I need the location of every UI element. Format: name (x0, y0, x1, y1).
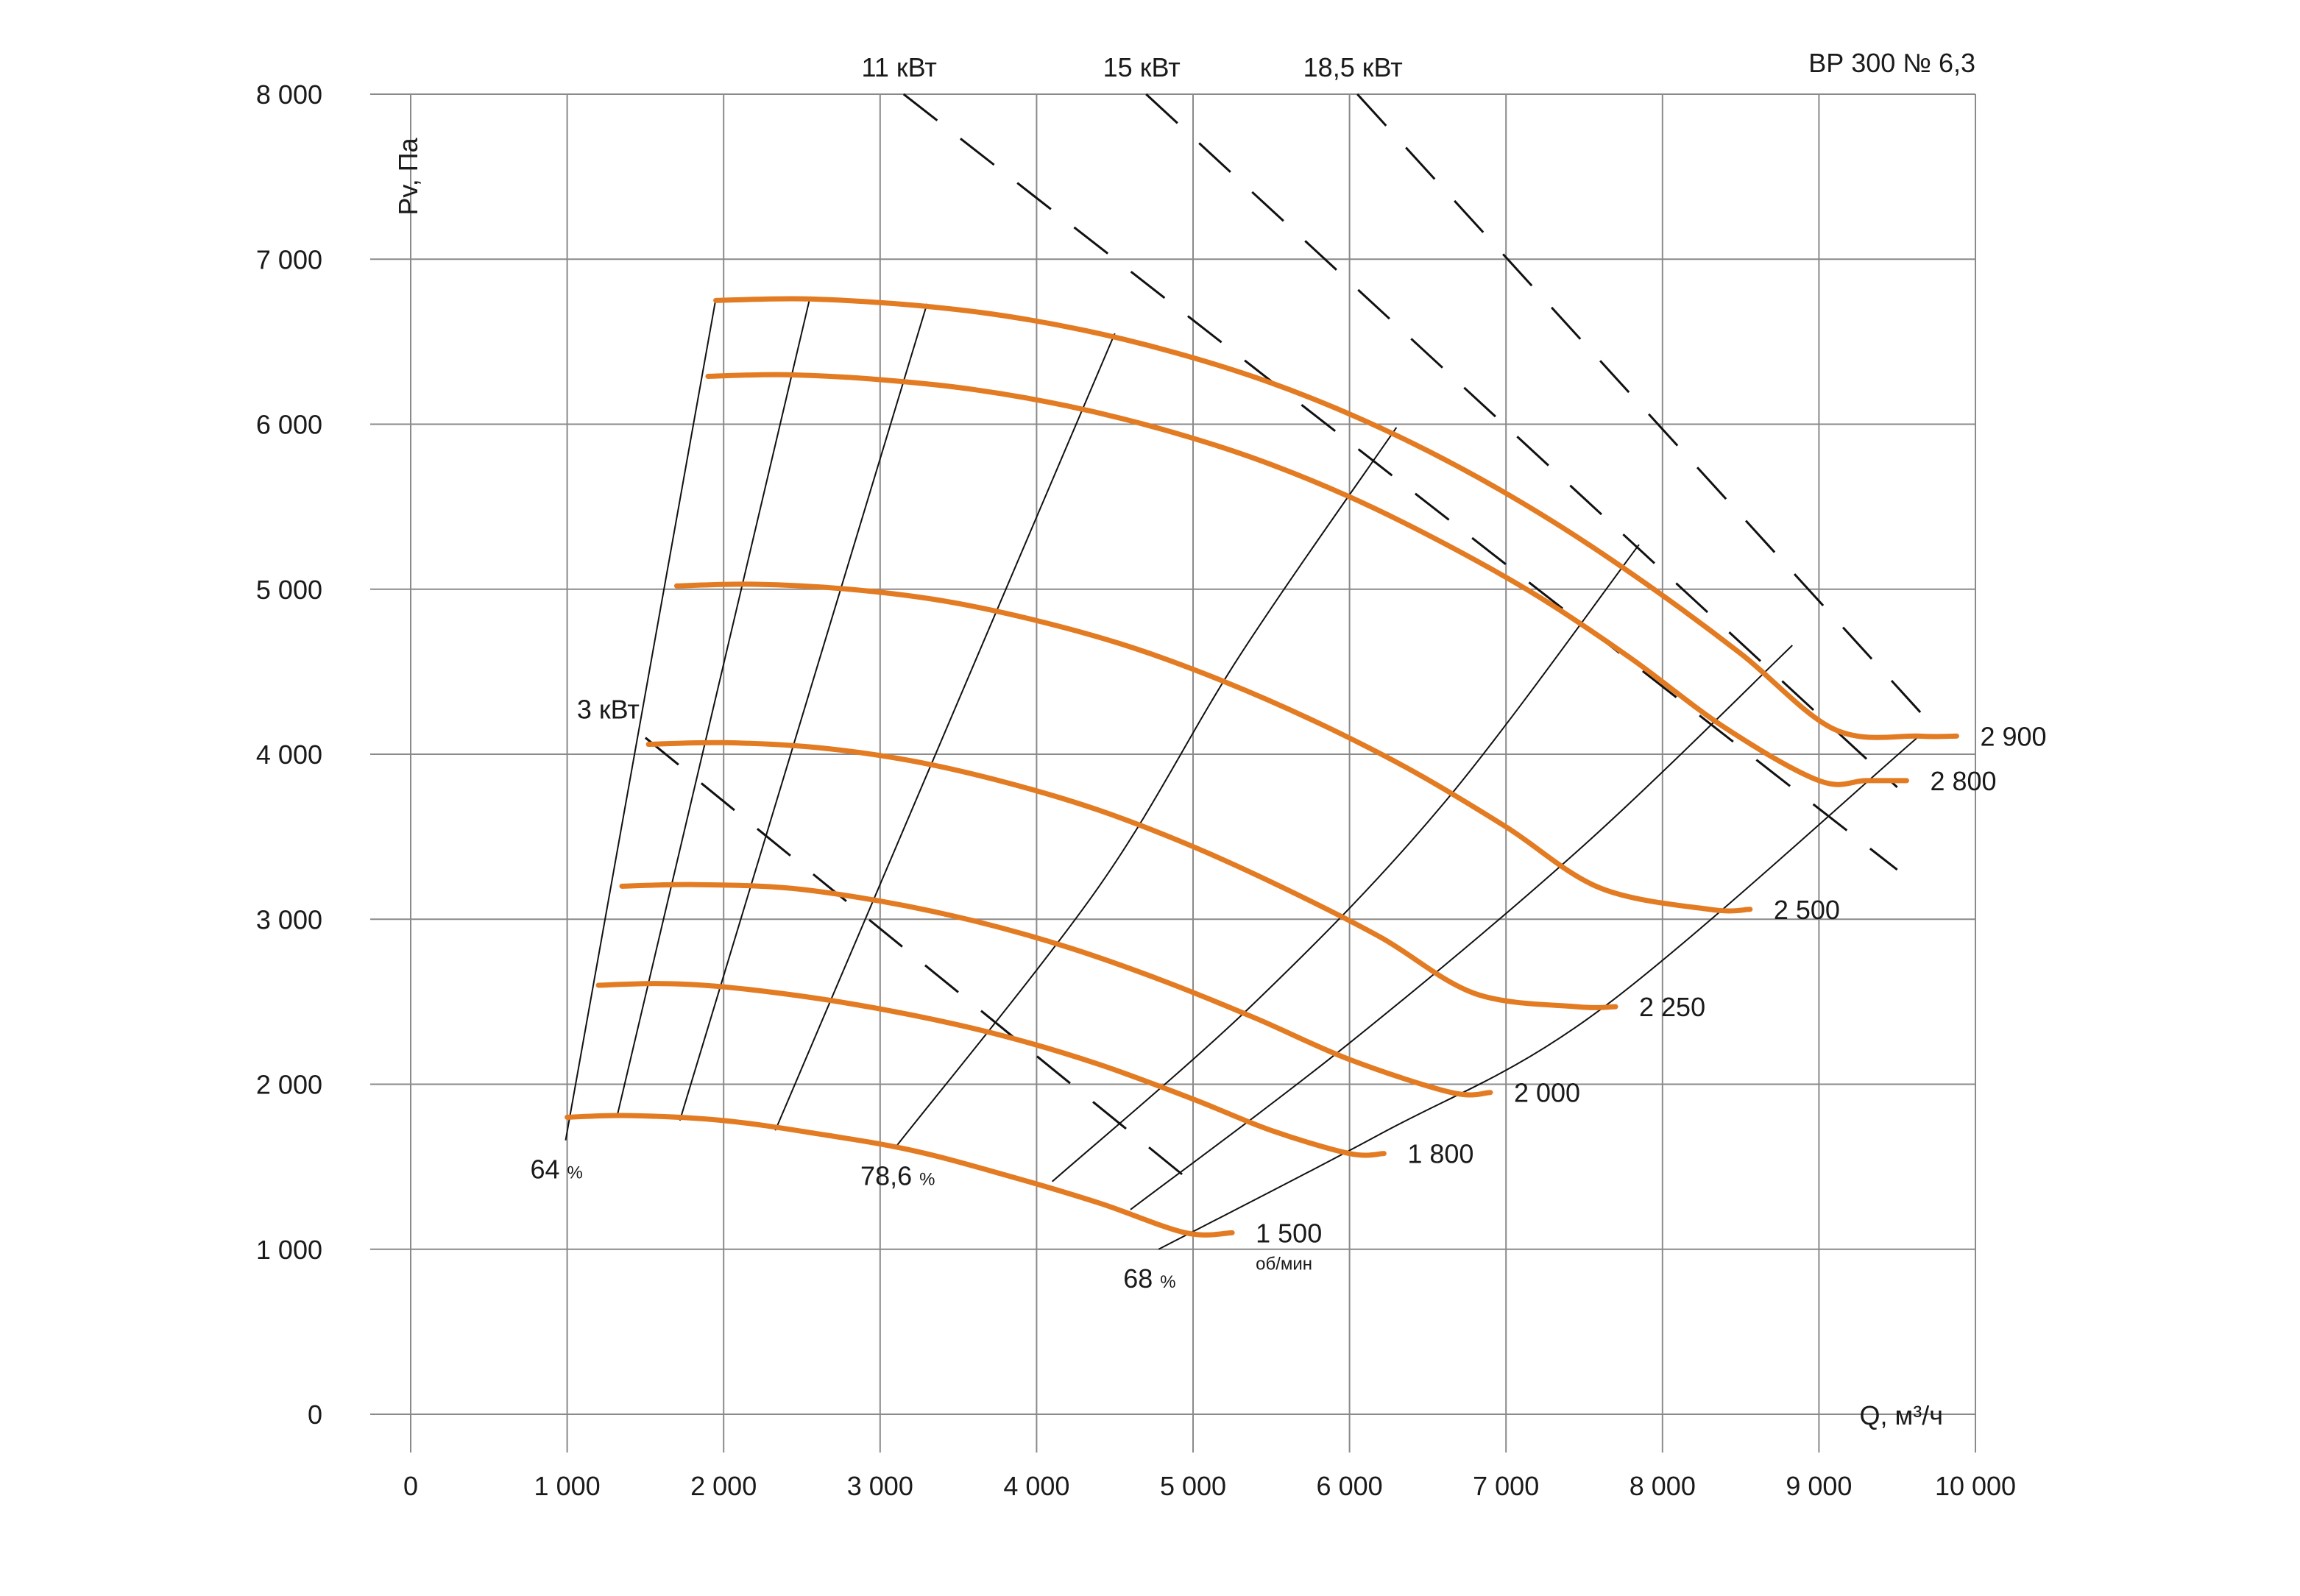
x-tick-label: 10 000 (1935, 1471, 2016, 1501)
speed-unit-label: об/мин (1256, 1254, 1312, 1274)
speed-label: 1 500 (1256, 1218, 1322, 1248)
y-tick-label: 5 000 (256, 575, 322, 605)
speed-curve (595, 981, 1387, 1158)
y-tick-label: 3 000 (256, 904, 322, 934)
power-line (644, 737, 1194, 1185)
x-tick-label: 4 000 (1003, 1471, 1069, 1501)
power-label: 3 кВт (577, 695, 640, 725)
efficiency-unit: % (1160, 1272, 1175, 1292)
speed-curve (713, 296, 1959, 740)
y-tick-label: 0 (308, 1400, 322, 1430)
y-axis-label: Pv, Па (393, 137, 423, 215)
power-label: 18,5 кВт (1303, 52, 1403, 82)
efficiency-line (895, 427, 1398, 1148)
efficiency-line (1130, 645, 1793, 1210)
x-tick-label: 0 (403, 1471, 418, 1501)
power-line (1145, 93, 1898, 788)
y-tick-label: 1 000 (256, 1235, 322, 1265)
speed-curve (645, 740, 1618, 1010)
speed-curve (565, 1113, 1235, 1238)
y-tick-label: 2 000 (256, 1070, 322, 1100)
efficiency-line (774, 333, 1116, 1131)
efficiency-label: 64 % (530, 1155, 582, 1185)
y-tick-label: 7 000 (256, 244, 322, 274)
chart-labels: 0 1 000 2 000 3 000 4 000 5 000 6 000 7 000 8 00… (256, 48, 2047, 1501)
x-tick-label: 7 000 (1473, 1471, 1539, 1501)
speed-curve (673, 581, 1753, 914)
efficiency-unit: % (567, 1163, 583, 1183)
speed-label: 2 900 (1980, 721, 2046, 751)
speed-label: 2 000 (1514, 1078, 1580, 1108)
x-tick-label: 8 000 (1630, 1471, 1696, 1501)
speed-label: 1 800 (1407, 1139, 1473, 1169)
efficiency-line (616, 298, 811, 1116)
speed-curve (619, 882, 1493, 1098)
grid-layer (370, 93, 1976, 1453)
y-tick-label: 6 000 (256, 410, 322, 440)
efficiency-label: 78,6 % (860, 1161, 935, 1191)
x-tick-label: 1 000 (534, 1471, 601, 1501)
x-tick-label: 9 000 (1786, 1471, 1852, 1501)
speed-label: 2 250 (1639, 992, 1705, 1022)
x-tick-label: 6 000 (1317, 1471, 1383, 1501)
speed-curves (565, 296, 1959, 1238)
power-line (1356, 93, 1930, 723)
speed-label: 2 500 (1774, 895, 1840, 925)
efficiency-lines (565, 298, 1920, 1250)
y-tick-label: 4 000 (256, 740, 322, 770)
efficiency-unit: % (919, 1170, 935, 1190)
x-tick-label: 3 000 (847, 1471, 913, 1501)
efficiency-line (1051, 544, 1640, 1182)
y-tick-label: 8 000 (256, 79, 322, 110)
power-label: 11 кВт (861, 52, 936, 82)
chart-title: ВР 300 № 6,3 (1808, 48, 1975, 78)
efficiency-label: 68 % (1123, 1263, 1175, 1294)
power-label: 15 кВт (1103, 52, 1181, 82)
efficiency-line (565, 298, 717, 1141)
efficiency-line (1158, 735, 1920, 1250)
x-axis-label: Q, м³/ч (1859, 1400, 1943, 1430)
power-line (902, 93, 1898, 871)
power-lines (644, 93, 1930, 1185)
speed-curve (705, 372, 1909, 787)
speed-label: 2 800 (1930, 766, 1996, 796)
x-tick-label: 2 000 (690, 1471, 757, 1501)
x-tick-label: 5 000 (1160, 1471, 1226, 1501)
